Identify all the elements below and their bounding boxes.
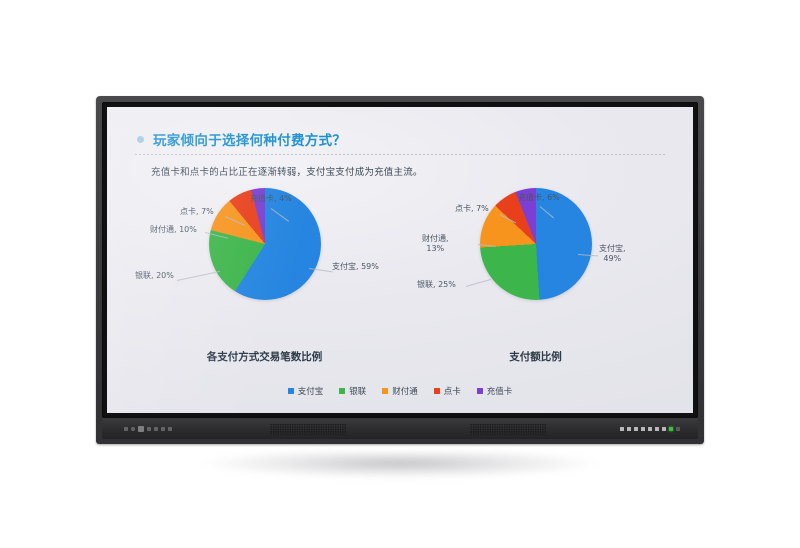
legend-item-label: 点卡 xyxy=(443,387,461,397)
legend-item[interactable]: 充值卡 xyxy=(476,385,513,397)
pie-label-rechargecard: 充值卡, 4% xyxy=(250,194,292,203)
legend-item[interactable]: 银联 xyxy=(339,385,366,397)
legend-swatch-icon xyxy=(382,388,389,394)
legend-item-label: 财付通 xyxy=(392,387,418,397)
slide-subtitle: 充值卡和点卡的占比正在逐渐转弱，支付宝支付成为充值主流。 xyxy=(151,167,423,178)
speaker-grille-left xyxy=(270,423,346,434)
monitor-control-buttons[interactable] xyxy=(124,425,172,432)
pie-left-graphic xyxy=(208,188,321,300)
pie-label-line1: 支付宝, xyxy=(599,244,626,253)
legend-item[interactable]: 财付通 xyxy=(382,385,418,397)
indicator-dot xyxy=(634,426,638,431)
chart-title-right: 支付额比例 xyxy=(509,351,562,363)
pie-label-alipay: 支付宝, 49% xyxy=(599,244,626,264)
volume-down-button-icon[interactable] xyxy=(147,426,151,431)
indicator-dot xyxy=(627,426,631,431)
indicator-dot xyxy=(676,426,680,431)
monitor-screen: 玩家倾向于选择何种付费方式？ 充值卡和点卡的占比正在逐渐转弱，支付宝支付成为充值… xyxy=(107,107,693,413)
interactive-display-monitor: 玩家倾向于选择何种付费方式？ 充值卡和点卡的占比正在逐渐转弱，支付宝支付成为充值… xyxy=(96,96,704,444)
pie-right-graphic xyxy=(479,188,592,300)
speaker-grille-right xyxy=(470,423,546,434)
status-indicator-row xyxy=(620,426,680,431)
legend-item-label: 支付宝 xyxy=(297,387,324,397)
back-button-icon[interactable] xyxy=(168,426,172,431)
legend-item-label: 充值卡 xyxy=(486,387,513,397)
legend-swatch-icon xyxy=(287,388,294,394)
pie-label-gamecard: 点卡, 7% xyxy=(180,207,214,216)
pie-label-line1: 财付通, xyxy=(422,234,449,243)
legend-item[interactable]: 支付宝 xyxy=(287,385,324,397)
pie-right-wrap xyxy=(479,188,592,300)
volume-up-button-icon[interactable] xyxy=(154,426,158,431)
chart-title-left: 各支付方式交易笔数比例 xyxy=(206,351,323,363)
monitor-reflection xyxy=(150,452,650,490)
indicator-dot xyxy=(655,426,659,431)
legend-swatch-icon xyxy=(339,388,346,394)
charts-container: 支付宝, 59% 银联, 20% 财付通, 10% 点卡, 7% 充值卡, 4%… xyxy=(129,182,671,372)
pie-label-rechargecard: 充值卡, 6% xyxy=(518,193,560,202)
slide-title: 玩家倾向于选择何种付费方式？ xyxy=(153,133,347,149)
pie-chart-transaction-count: 支付宝, 59% 银联, 20% 财付通, 10% 点卡, 7% 充值卡, 4%… xyxy=(129,182,400,372)
pie-label-unionpay: 银联, 20% xyxy=(135,271,174,280)
bullet-dot-icon xyxy=(137,135,144,143)
power-led-icon xyxy=(669,426,673,431)
source-button-icon[interactable] xyxy=(161,426,165,431)
pie-label-line2: 13% xyxy=(426,244,445,253)
legend-swatch-icon xyxy=(433,388,440,394)
pie-label-line2: 49% xyxy=(603,254,622,263)
legend-item[interactable]: 点卡 xyxy=(433,385,461,397)
indicator-dot xyxy=(662,426,666,431)
pie-label-unionpay: 银联, 25% xyxy=(417,280,456,289)
title-divider xyxy=(135,154,665,155)
pie-chart-payment-amount: 支付宝, 49% 银联, 25% 财付通, 13% 点卡, 7% 充值卡, 6%… xyxy=(400,182,671,372)
indicator-dot xyxy=(648,426,652,431)
legend-swatch-icon xyxy=(476,388,483,394)
pie-left-wrap xyxy=(208,188,321,300)
slide-header: 玩家倾向于选择何种付费方式？ xyxy=(129,129,671,149)
indicator-dot xyxy=(620,426,624,431)
pie-label-tenpay: 财付通, 13% xyxy=(422,234,449,254)
pie-label-tenpay: 财付通, 10% xyxy=(150,225,197,234)
presentation-slide: 玩家倾向于选择何种付费方式？ 充值卡和点卡的占比正在逐渐转弱，支付宝支付成为充值… xyxy=(107,107,693,413)
pie-label-gamecard: 点卡, 7% xyxy=(455,204,489,213)
monitor-bottom-bezel xyxy=(102,418,698,439)
monitor-inner-frame: 玩家倾向于选择何种付费方式？ 充值卡和点卡的占比正在逐渐转弱，支付宝支付成为充值… xyxy=(102,102,698,418)
home-button-icon[interactable] xyxy=(138,425,144,432)
legend-item-label: 银联 xyxy=(349,387,367,397)
indicator-dot xyxy=(641,426,645,431)
menu-button-icon[interactable] xyxy=(131,426,135,431)
chart-legend: 支付宝 银联 财付通 点卡 充值卡 xyxy=(107,385,693,397)
pie-label-alipay: 支付宝, 59% xyxy=(332,262,379,271)
power-button-icon[interactable] xyxy=(124,426,128,431)
